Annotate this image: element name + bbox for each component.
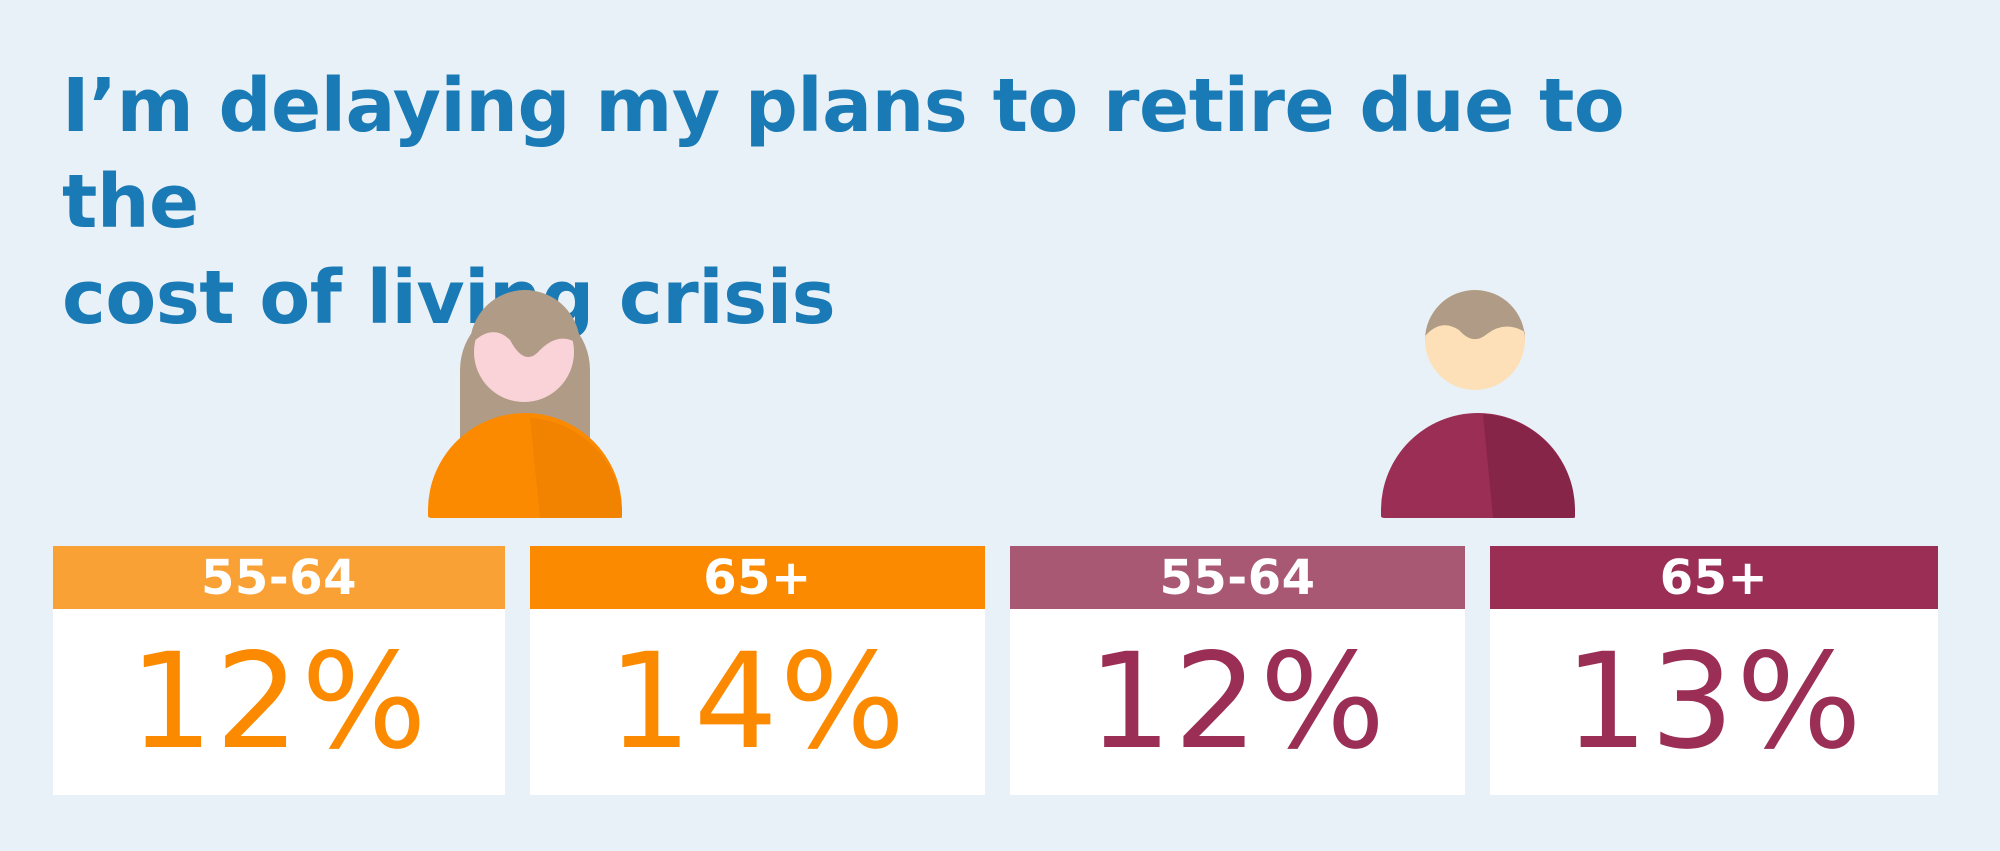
stat-card-2: 65+ 14% — [530, 546, 985, 795]
stat-card-3: 55-64 12% — [1010, 546, 1465, 795]
man-body-shade — [1483, 414, 1575, 518]
man-figure-icon — [1381, 290, 1575, 518]
age-group-label: 55-64 — [1010, 546, 1465, 609]
percentage-value: 12% — [1087, 625, 1388, 779]
woman-fringe — [470, 290, 580, 358]
percentage-value: 14% — [607, 625, 908, 779]
title-line-1: I’m delaying my plans to retire due to t… — [62, 63, 1625, 245]
woman-body-shade — [530, 418, 622, 518]
age-group-label: 65+ — [1490, 546, 1938, 609]
title-line-2: cost of living crisis — [62, 255, 836, 341]
age-group-label: 65+ — [530, 546, 985, 609]
percentage-value: 13% — [1564, 625, 1864, 779]
percentage-value: 12% — [129, 625, 429, 779]
age-group-label: 55-64 — [53, 546, 505, 609]
chart-title: I’m delaying my plans to retire due to t… — [62, 58, 1762, 346]
man-hair — [1425, 290, 1525, 340]
stat-card-4: 65+ 13% — [1490, 546, 1938, 795]
woman-figure-icon — [428, 290, 622, 518]
stat-card-1: 55-64 12% — [53, 546, 505, 795]
